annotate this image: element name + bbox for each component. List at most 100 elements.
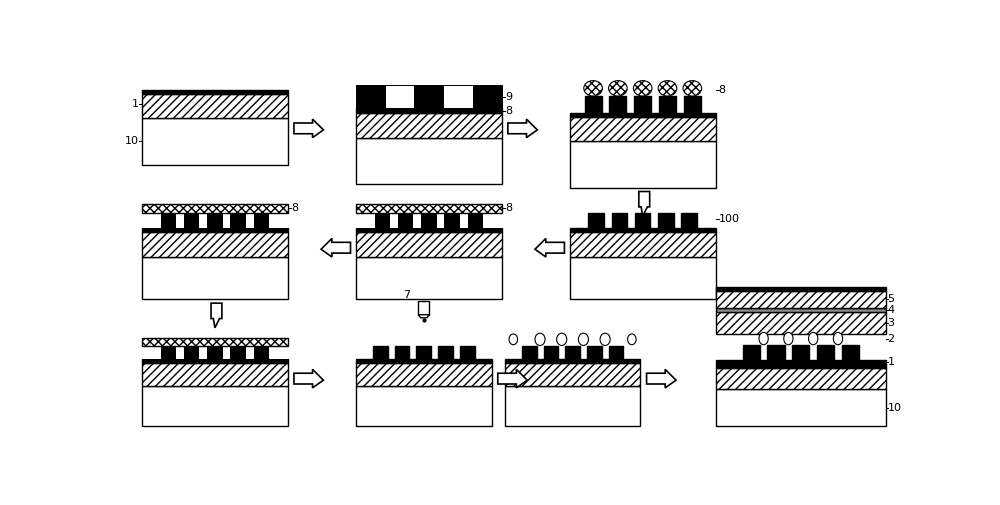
Bar	[570, 232, 716, 257]
Bar	[565, 345, 580, 360]
Bar	[460, 345, 475, 360]
Bar	[207, 213, 223, 228]
Bar	[570, 117, 716, 141]
Bar	[142, 94, 288, 118]
Bar	[716, 287, 886, 291]
Polygon shape	[418, 315, 429, 318]
Bar	[716, 308, 886, 313]
Polygon shape	[508, 119, 537, 137]
Bar	[767, 345, 785, 360]
Text: 5: 5	[888, 294, 895, 305]
Bar	[522, 345, 537, 360]
Ellipse shape	[600, 333, 610, 345]
Text: 1: 1	[888, 358, 895, 368]
Bar	[385, 85, 414, 109]
Bar	[716, 368, 886, 389]
Bar	[438, 345, 453, 360]
Bar	[716, 364, 886, 368]
Ellipse shape	[658, 81, 677, 96]
Bar	[716, 360, 886, 364]
Bar	[142, 363, 288, 386]
Ellipse shape	[809, 332, 818, 345]
Bar	[570, 228, 716, 232]
Bar	[356, 137, 502, 184]
Bar	[269, 213, 288, 228]
Bar	[437, 213, 444, 228]
Ellipse shape	[784, 332, 793, 345]
Ellipse shape	[628, 334, 636, 345]
Bar	[743, 345, 760, 360]
Ellipse shape	[557, 333, 567, 345]
Bar	[658, 213, 674, 228]
Polygon shape	[321, 238, 351, 257]
Bar	[199, 213, 207, 228]
Text: 7: 7	[403, 290, 410, 299]
Bar	[356, 363, 492, 386]
Polygon shape	[294, 119, 323, 137]
Bar	[681, 213, 697, 228]
Ellipse shape	[759, 332, 768, 345]
Bar	[609, 345, 623, 360]
Bar	[356, 85, 385, 109]
Bar	[184, 345, 199, 360]
Ellipse shape	[633, 81, 652, 96]
Polygon shape	[211, 303, 222, 328]
Bar	[199, 345, 207, 360]
Bar	[842, 345, 859, 360]
Bar	[505, 360, 640, 363]
Text: 8: 8	[505, 106, 512, 116]
Bar	[395, 345, 409, 360]
Bar	[142, 360, 288, 363]
Bar	[544, 345, 558, 360]
Polygon shape	[294, 369, 323, 388]
Bar	[254, 213, 269, 228]
Text: 8: 8	[291, 204, 298, 214]
Bar	[416, 345, 431, 360]
Text: 8: 8	[719, 85, 726, 95]
Bar	[142, 232, 288, 257]
Bar	[142, 213, 161, 228]
Bar	[398, 213, 413, 228]
Bar	[716, 313, 886, 334]
Bar	[356, 257, 502, 299]
Bar	[716, 389, 886, 426]
Bar	[375, 213, 390, 228]
Bar	[176, 345, 184, 360]
Ellipse shape	[609, 81, 627, 96]
Text: 9: 9	[505, 92, 512, 102]
Bar	[585, 96, 602, 113]
Polygon shape	[647, 369, 676, 388]
Bar	[142, 204, 288, 213]
Ellipse shape	[683, 81, 702, 96]
Text: 3: 3	[888, 318, 895, 328]
Text: 4: 4	[888, 305, 895, 315]
Bar	[356, 109, 502, 113]
Polygon shape	[498, 369, 527, 388]
Bar	[142, 257, 288, 299]
Bar	[612, 213, 627, 228]
Bar	[142, 228, 288, 232]
Bar	[570, 257, 716, 299]
Bar	[356, 113, 502, 137]
Bar	[570, 113, 716, 117]
Text: 10: 10	[888, 403, 902, 413]
Bar	[505, 386, 640, 426]
Polygon shape	[535, 238, 564, 257]
Bar	[176, 213, 184, 228]
Bar	[230, 213, 246, 228]
Ellipse shape	[833, 332, 843, 345]
Bar	[413, 213, 421, 228]
Text: 100: 100	[719, 214, 740, 224]
Bar	[161, 345, 176, 360]
Bar	[356, 228, 502, 232]
Bar	[161, 213, 176, 228]
Bar	[505, 363, 640, 386]
Bar	[792, 345, 809, 360]
Polygon shape	[639, 191, 650, 216]
Bar	[609, 96, 626, 113]
Bar	[418, 301, 429, 315]
Bar	[659, 96, 676, 113]
Bar	[207, 345, 223, 360]
Ellipse shape	[509, 334, 518, 345]
Bar	[443, 85, 473, 109]
